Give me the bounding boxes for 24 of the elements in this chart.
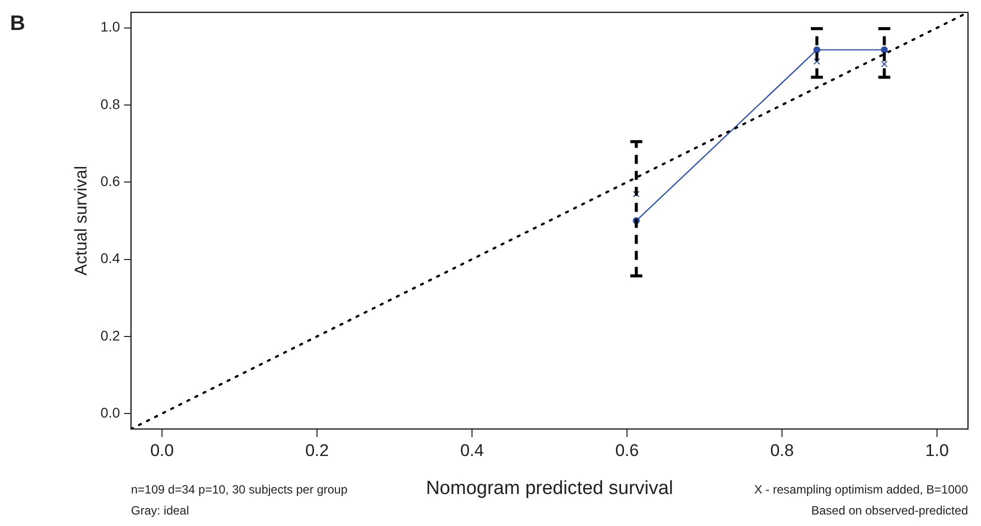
point [880,46,888,54]
point [813,46,820,54]
text: n=109 d=34 p=10, 30 subjects per group [131,482,348,496]
y-tick-label: 0.6 [100,172,120,189]
point [880,60,888,68]
point [814,58,820,65]
y-tick-label: 1.0 [100,18,120,35]
x-tick-label: 0.4 [460,440,484,460]
point [632,190,640,198]
text: X - resampling optimism added, B=1000 [754,482,968,496]
x-axis-title: Nomogram predicted survival [426,478,674,500]
y-axis-title: Actual survival [72,166,91,276]
y-tick-label: 0.8 [100,96,120,112]
x-tick-label: 0.0 [150,440,174,460]
x-tick-label: 0.8 [770,440,794,460]
x-tick-label: 0.2 [305,440,329,460]
x-tick-label: 1.0 [925,440,949,460]
y-tick-label: 0.0 [100,404,120,420]
y-tick-label: 0.2 [100,327,120,344]
text: B [10,12,26,35]
text: Gray: ideal [131,503,190,518]
x-tick-label: 0.6 [615,440,639,460]
y-tick-label: 0.4 [100,250,120,266]
text: Based on observed-predicted [811,503,968,518]
